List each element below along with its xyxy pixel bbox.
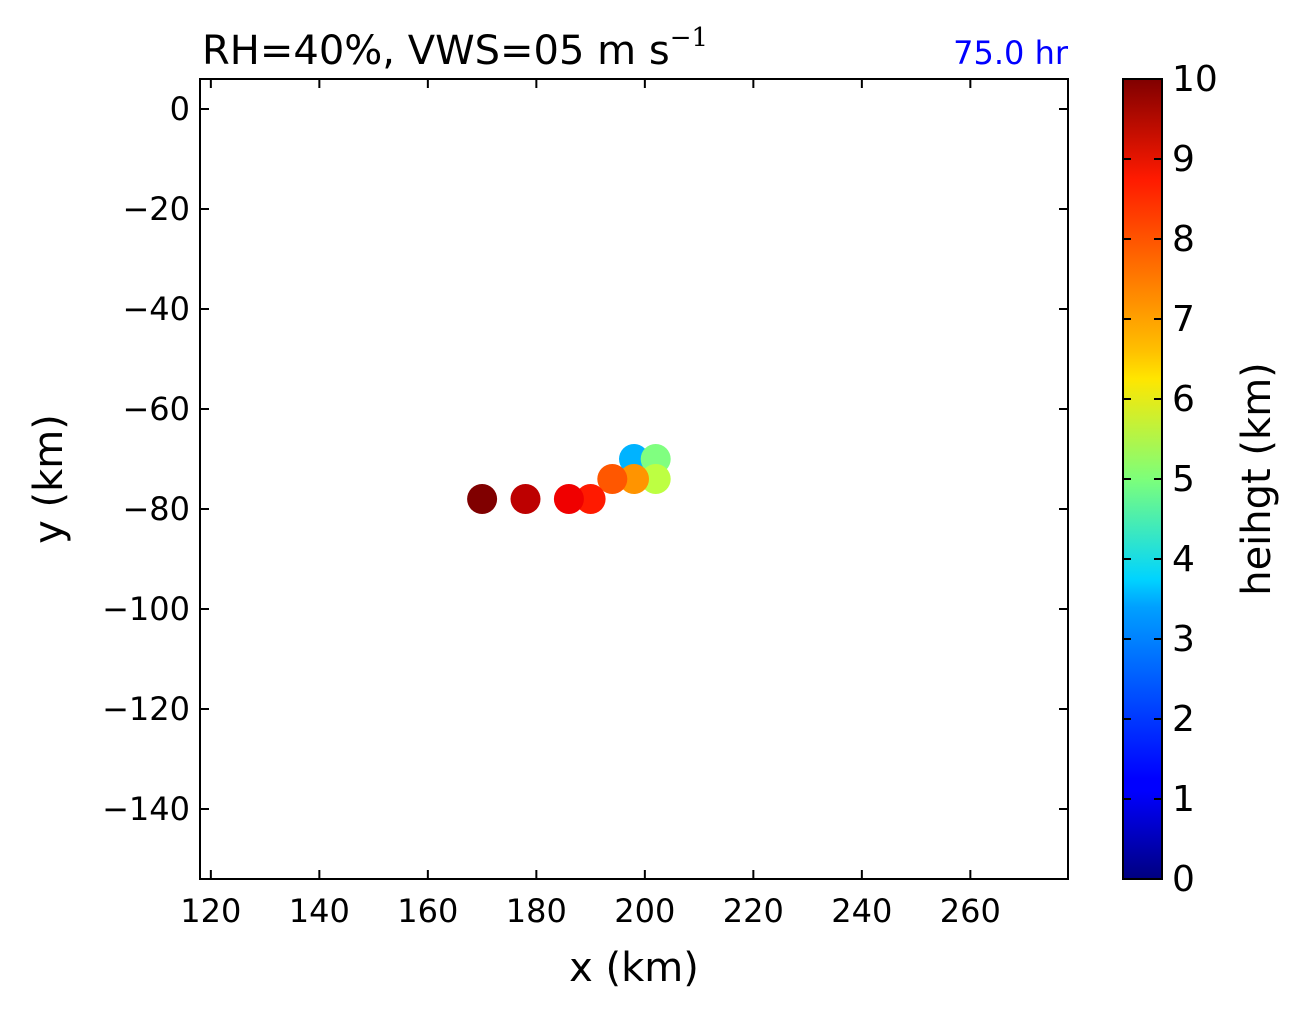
plot-frame [199,78,1069,880]
colorbar-tick-label: 9 [1172,139,1195,180]
colorbar-tick-label: 8 [1172,219,1195,260]
x-tick-label: 200 [614,892,675,930]
y-tick-label: −20 [122,190,190,228]
x-tick-label: 260 [940,892,1001,930]
colorbar-tick-label: 0 [1172,859,1195,900]
time-label: 75.0 hr [953,34,1069,72]
y-tick-label: −140 [102,790,190,828]
colorbar-tick-label: 1 [1172,779,1195,820]
colorbar-ticks: 0 1 2 3 4 5 6 7 8 9 10 [1123,59,1218,900]
scatter-point [575,484,606,514]
scatter-point [619,464,649,494]
colorbar-tick-label: 5 [1172,459,1195,500]
colorbar-tick-label: 7 [1172,299,1195,340]
y-axis-label: y (km) [26,414,72,544]
y-tick-label: −40 [122,290,190,328]
x-axis-ticks: 120 140 160 180 200 220 240 260 [180,79,1001,930]
x-tick-label: 120 [180,892,241,930]
colorbar-label: heihgt (km) [1234,362,1280,596]
scatter-point [467,484,498,514]
y-tick-label: −80 [122,490,190,528]
colorbar-tick-label: 6 [1172,379,1195,420]
colorbar-tick-label: 3 [1172,619,1195,660]
x-axis-label: x (km) [569,945,699,991]
y-axis-ticks: 0 −20 −40 −60 −80 −100 −120 −140 [102,90,1068,828]
x-tick-label: 240 [831,892,892,930]
colorbar-tick-label: 4 [1172,539,1195,580]
chart-title: RH=40%, VWS=05 m s−1 [202,23,708,74]
scatter-point [510,484,541,514]
chart-title-superscript: −1 [670,23,708,53]
colorbar-tick-label: 10 [1172,59,1218,100]
x-tick-label: 160 [397,892,458,930]
x-tick-label: 220 [723,892,784,930]
colorbar-tick-label: 2 [1172,699,1195,740]
scatter-point [553,484,584,514]
y-tick-label: −100 [102,590,190,628]
y-tick-label: −60 [122,390,190,428]
scatter-points [467,444,671,514]
scatter-point [597,464,628,494]
x-tick-label: 180 [506,892,567,930]
x-tick-label: 140 [289,892,350,930]
chart-title-main: RH=40%, VWS=05 m s [202,28,670,74]
y-tick-label: 0 [170,90,190,128]
scatter-point [640,464,671,494]
y-tick-label: −120 [102,690,190,728]
